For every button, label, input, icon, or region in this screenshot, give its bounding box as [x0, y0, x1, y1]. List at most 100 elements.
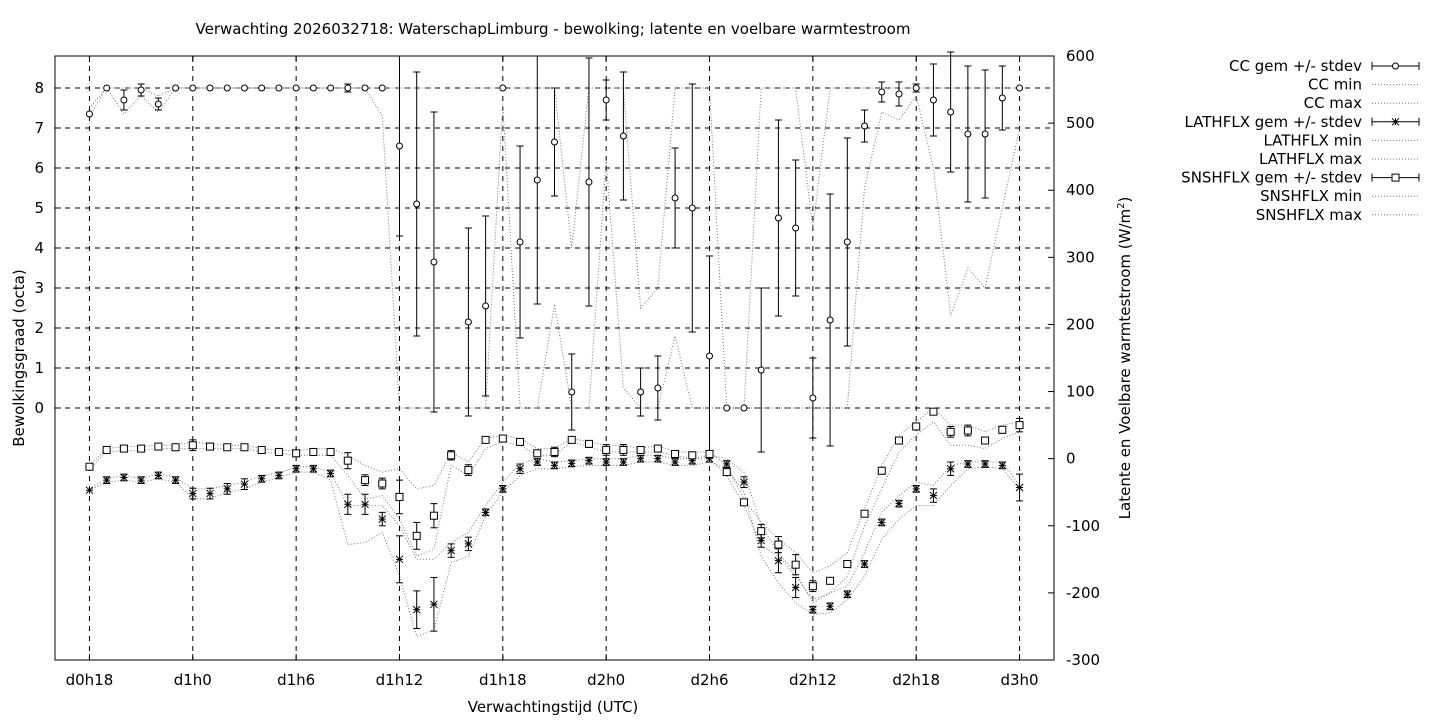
y2-tick-label: -100	[1066, 517, 1100, 535]
snshflx-point	[533, 449, 542, 458]
y-tick-label: 3	[34, 279, 44, 297]
y2-tick-label: 300	[1066, 248, 1095, 266]
cc-point	[654, 384, 662, 392]
legend-label-lat-mean: LATHFLX gem +/- stdev	[1184, 113, 1362, 131]
snshflx-point	[894, 436, 903, 445]
cc-point	[309, 84, 317, 92]
x-tick-label: d2h0	[587, 671, 625, 689]
chart-title: Verwachting 2026032718: WaterschapLimbur…	[196, 20, 911, 38]
snshflx-point	[464, 466, 473, 475]
snshflx-point	[343, 456, 352, 465]
cc-point	[551, 138, 558, 146]
cc-point	[929, 96, 937, 104]
lathflx-point	[309, 464, 318, 473]
y-tick-label: 2	[34, 319, 44, 337]
lathflx-point	[567, 459, 576, 468]
cc-point	[774, 214, 782, 222]
y2-tick-label: -200	[1066, 584, 1100, 602]
cc-point	[998, 94, 1006, 102]
lathflx-point	[791, 583, 800, 592]
y2-tick-label: 500	[1066, 114, 1095, 132]
lathflx-point	[585, 456, 593, 465]
snshflx-point	[757, 527, 766, 536]
cc-point	[826, 316, 834, 324]
cc-point	[395, 142, 403, 150]
lathflx-point	[223, 485, 232, 493]
snshflx-point	[292, 449, 301, 458]
y-tick-label: 6	[34, 159, 44, 177]
y2-tick-label: 0	[1066, 450, 1076, 468]
lathflx-point	[1015, 483, 1024, 492]
y2-tick-label: 100	[1066, 383, 1095, 401]
snshflx-point	[739, 498, 748, 507]
snshflx-point	[429, 511, 438, 520]
lathflx-point	[809, 605, 817, 614]
cc-point	[430, 258, 438, 266]
snshflx-point	[516, 437, 525, 446]
y2-axis-label-main: Latente en Voelbare warmtestroom (W/m	[1116, 209, 1134, 519]
snshflx-point	[326, 447, 335, 456]
cc-point	[206, 84, 214, 92]
cc-point	[189, 84, 197, 92]
x-tick-label: d1h0	[174, 671, 212, 689]
lathflx-point	[688, 456, 697, 465]
cc-point	[258, 84, 266, 92]
lathflx-point	[774, 556, 783, 565]
cc-point	[809, 394, 817, 402]
legend-label-sh-mean: SNSHFLX gem +/- stdev	[1181, 169, 1362, 187]
lathflx-point	[533, 458, 542, 466]
cc-min-line	[88, 87, 434, 409]
lathflx-point	[171, 476, 180, 484]
lathflx-point	[343, 500, 352, 509]
legend-marker-star	[1391, 117, 1400, 126]
lathflx-point	[722, 460, 731, 468]
data-points	[85, 84, 1024, 614]
lathflx-point	[154, 471, 163, 480]
snshflx-point	[877, 466, 886, 475]
snshflx-point	[550, 447, 559, 456]
cc-point	[240, 84, 248, 92]
lathflx-point	[102, 476, 111, 484]
snshflx-point	[137, 444, 146, 453]
legend-label-cc-max: CC max	[1304, 94, 1363, 112]
snshflx-point	[808, 582, 817, 591]
lathflx-point	[602, 458, 611, 466]
snshflx-point	[240, 443, 249, 452]
cc-point	[568, 388, 576, 396]
cc-point	[275, 84, 283, 92]
snshflx-point	[722, 468, 731, 477]
error-bars	[103, 51, 1024, 632]
lathflx-point	[85, 486, 94, 495]
lathflx-point	[430, 600, 438, 609]
cc-point	[688, 204, 696, 212]
snshflx-point	[154, 442, 163, 451]
lathflx-point	[447, 546, 456, 555]
snshflx-point	[171, 443, 180, 452]
y-tick-label: 7	[34, 119, 44, 137]
y-axis-ticks: 0 1 2 3 4 5 6 7 8	[34, 79, 61, 417]
y2-axis-label: Latente en Voelbare warmtestroom (W/m2)	[1116, 197, 1134, 520]
cc-point	[602, 96, 610, 104]
y2-tick-label: 600	[1066, 47, 1095, 65]
x-axis-ticks: d0h18 d1h0 d1h6 d1h12 d1h18 d2h0 d2h6 d2h12 d2h1…	[66, 56, 1039, 689]
y2-tick-label: 200	[1066, 315, 1095, 333]
cc-point	[154, 100, 162, 108]
x-tick-label: d0h18	[66, 671, 114, 689]
cc-point	[327, 84, 335, 92]
lathflx-point	[188, 489, 197, 498]
snshflx-point	[843, 560, 852, 569]
lathflx-point	[481, 508, 490, 517]
cc-point	[223, 84, 231, 92]
legend-label-lat-min: LATHFLX min	[1263, 131, 1362, 149]
cc-point	[912, 84, 920, 92]
x-tick-label: d3h0	[1000, 671, 1038, 689]
lathflx-point	[860, 560, 869, 568]
snshflx-point	[395, 492, 404, 501]
snshflx-point	[274, 447, 283, 456]
y-tick-label: 0	[34, 399, 44, 417]
lathflx-point	[137, 476, 145, 484]
x-tick-label: d2h6	[690, 671, 728, 689]
cc-min-line	[468, 94, 1021, 409]
cc-point	[464, 318, 472, 326]
